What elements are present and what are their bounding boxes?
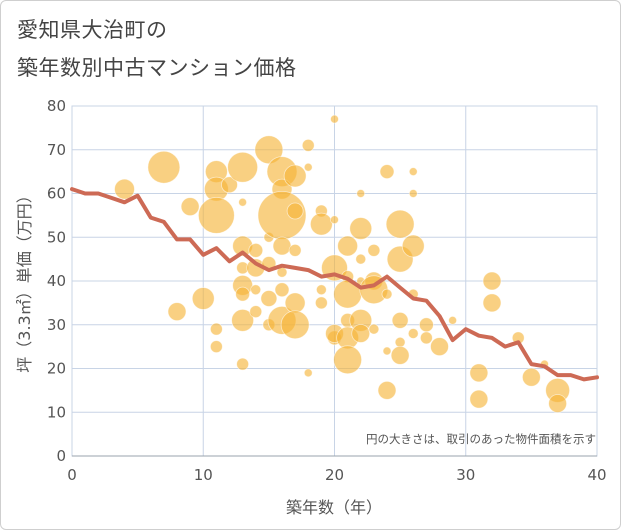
x-tick-label: 30 <box>456 466 475 484</box>
x-tick-label: 10 <box>194 466 213 484</box>
bubble-point <box>337 235 359 257</box>
bubble-point <box>314 296 328 310</box>
bubble-point <box>284 292 306 314</box>
bubble-point <box>236 357 250 371</box>
bubble-point <box>191 287 215 310</box>
y-tick-label: 40 <box>47 272 66 290</box>
x-tick-label: 20 <box>325 466 344 484</box>
bubble-point <box>367 243 381 257</box>
bubble-point <box>401 234 425 258</box>
bubble-point <box>209 340 223 354</box>
bubble-point <box>209 322 223 336</box>
y-axis-label: 坪（3.3㎡）単価（万円） <box>15 187 34 372</box>
bubble-point <box>330 114 339 124</box>
bubble-point <box>260 290 278 307</box>
bubble-point <box>482 293 502 313</box>
bubble-point <box>548 394 568 413</box>
bubble-point <box>309 212 333 236</box>
bubble-point <box>301 138 315 152</box>
bubble-point <box>469 389 489 409</box>
trend-line-layer <box>70 187 599 382</box>
bubble-point <box>180 197 200 217</box>
bubble-point <box>385 209 415 239</box>
bubble-point <box>249 305 263 319</box>
y-tick-label: 70 <box>47 141 66 159</box>
bubble-point <box>288 243 302 257</box>
bubble-point <box>231 308 255 332</box>
bubble-point <box>394 336 406 348</box>
bubble-point <box>356 189 366 198</box>
bubble-point <box>227 151 259 183</box>
chart-title-line1: 愛知県大治町の <box>17 18 168 42</box>
bubble-point <box>482 271 502 291</box>
bubble-point <box>448 315 458 325</box>
x-axis-label: 築年数（年） <box>286 498 382 517</box>
bubble-point <box>330 215 339 225</box>
bubble-point <box>315 284 327 296</box>
bubble-point <box>381 288 393 300</box>
bubble-point <box>349 217 373 240</box>
chart-title-line2: 築年数別中古マンション価格 <box>17 56 297 80</box>
bubble-point <box>167 302 187 322</box>
bubble-size-note: 円の大きさは、取引のあった物件面積を示す <box>366 432 596 446</box>
y-tick-label: 30 <box>47 316 66 334</box>
bubble-point <box>407 328 419 339</box>
x-tick-label: 0 <box>67 466 77 484</box>
x-tick-label: 40 <box>587 466 606 484</box>
bubble-point <box>197 196 235 234</box>
bubble-point <box>521 367 541 387</box>
bubble-point <box>274 282 290 298</box>
bubble-point <box>147 150 181 184</box>
bubble-point <box>303 162 313 172</box>
trend-line <box>70 187 599 382</box>
bubble-point <box>379 164 395 180</box>
bubble-point <box>283 164 307 188</box>
bubble-point <box>391 311 409 329</box>
bubble-point <box>333 345 363 375</box>
bubble-point <box>114 178 135 200</box>
bubble-point <box>382 346 392 356</box>
bubble-point <box>280 310 310 340</box>
bubble-point <box>469 363 489 383</box>
bubble-point <box>250 284 262 296</box>
y-tick-label: 50 <box>47 228 66 246</box>
bubble-point <box>351 324 371 343</box>
y-tick-label: 80 <box>47 97 66 115</box>
bubble-point <box>221 176 238 194</box>
axes-layer: 0 10 20 30 40 0 10 20 30 40 50 60 70 80 <box>47 97 607 484</box>
bubble-point <box>238 197 248 207</box>
bubble-point <box>430 337 449 357</box>
bubble-point <box>303 368 313 378</box>
bubble-layer <box>114 114 571 413</box>
bubble-point <box>408 189 418 198</box>
bubble-point <box>419 331 433 345</box>
bubble-point <box>418 317 434 333</box>
y-tick-label: 0 <box>56 447 66 465</box>
bubble-point <box>248 242 264 258</box>
bubble-point <box>272 236 292 256</box>
y-tick-label: 60 <box>47 185 66 203</box>
bubble-point <box>390 345 410 365</box>
bubble-point <box>355 253 367 265</box>
bubble-point <box>235 286 251 302</box>
y-tick-label: 10 <box>47 403 66 421</box>
bubble-point <box>286 202 304 220</box>
y-tick-label: 20 <box>47 360 66 378</box>
bubble-point <box>408 167 418 177</box>
bubble-point <box>377 380 397 400</box>
bubble-point <box>368 323 380 335</box>
